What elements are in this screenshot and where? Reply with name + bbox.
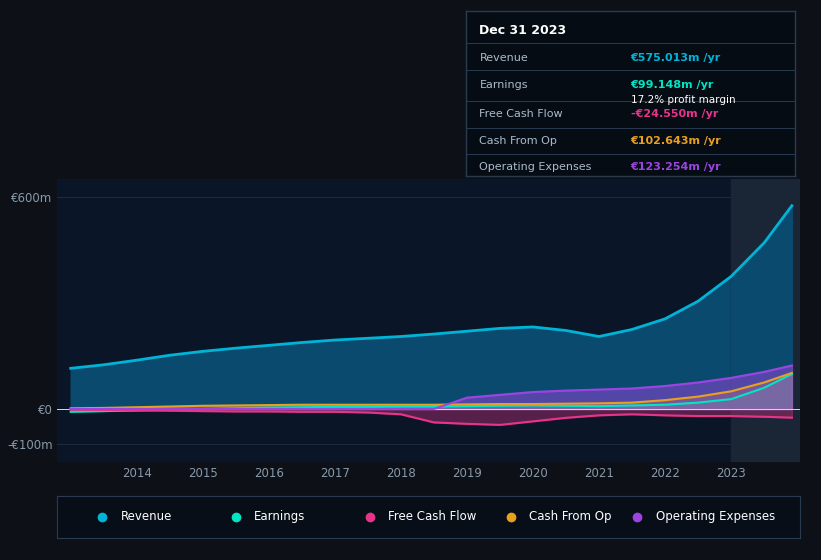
Text: Operating Expenses: Operating Expenses bbox=[479, 162, 592, 172]
Text: Earnings: Earnings bbox=[479, 80, 528, 90]
Text: €99.148m /yr: €99.148m /yr bbox=[631, 80, 714, 90]
Bar bbox=[732, 179, 800, 462]
Text: Revenue: Revenue bbox=[121, 510, 172, 523]
Text: Free Cash Flow: Free Cash Flow bbox=[388, 510, 476, 523]
Text: Free Cash Flow: Free Cash Flow bbox=[479, 109, 563, 119]
Text: 17.2% profit margin: 17.2% profit margin bbox=[631, 95, 735, 105]
Text: €575.013m /yr: €575.013m /yr bbox=[631, 53, 721, 63]
Text: €123.254m /yr: €123.254m /yr bbox=[631, 162, 721, 172]
Text: Operating Expenses: Operating Expenses bbox=[656, 510, 775, 523]
Text: Cash From Op: Cash From Op bbox=[530, 510, 612, 523]
Text: -€24.550m /yr: -€24.550m /yr bbox=[631, 109, 718, 119]
Text: Dec 31 2023: Dec 31 2023 bbox=[479, 25, 566, 38]
Text: Earnings: Earnings bbox=[255, 510, 305, 523]
Text: €102.643m /yr: €102.643m /yr bbox=[631, 136, 722, 146]
Text: Revenue: Revenue bbox=[479, 53, 528, 63]
Text: Cash From Op: Cash From Op bbox=[479, 136, 557, 146]
